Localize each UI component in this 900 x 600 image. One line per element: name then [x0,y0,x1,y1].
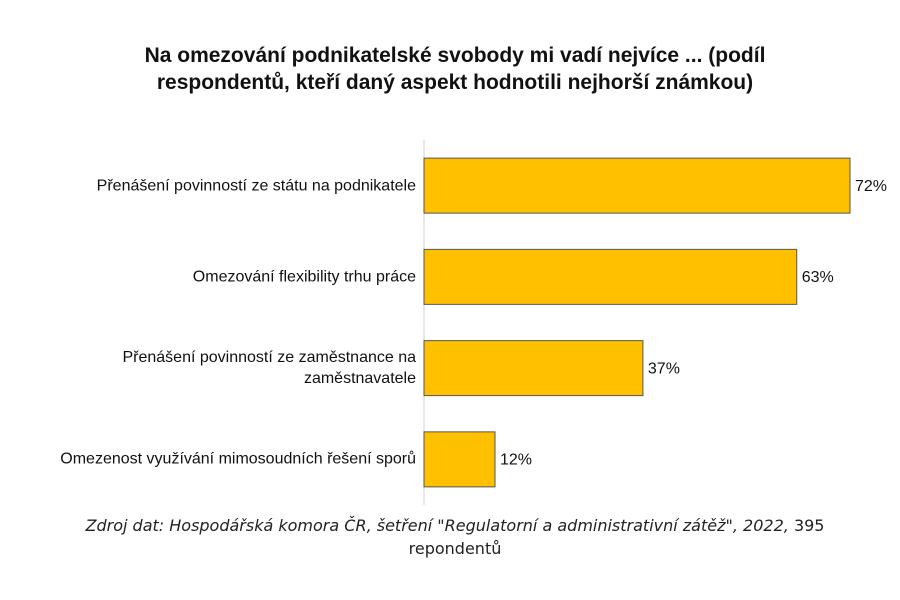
chart-title: Na omezování podnikatelské svobody mi va… [144,44,766,94]
category-label: Přenášení povinností ze státu na podnika… [96,177,416,195]
value-label: 12% [500,452,532,469]
bar [423,431,496,488]
source-plain: 395 repondentů [408,516,825,558]
value-label: 37% [648,360,680,377]
category-label: Omezenost využívání mimosoudních řešení … [60,450,416,468]
bar [423,248,798,305]
category-label: Omezování flexibility trhu práce [192,268,416,286]
value-label: 63% [802,269,834,286]
source-italic: Zdroj dat: Hospodářská komora ČR, šetřen… [85,516,789,535]
category-label: Přenášení povinností ze zaměstnance na z… [122,349,416,388]
value-label: 72% [855,178,887,195]
source-note: Zdroj dat: Hospodářská komora ČR, šetřen… [40,514,870,560]
bar [423,157,851,214]
bar [423,340,644,397]
